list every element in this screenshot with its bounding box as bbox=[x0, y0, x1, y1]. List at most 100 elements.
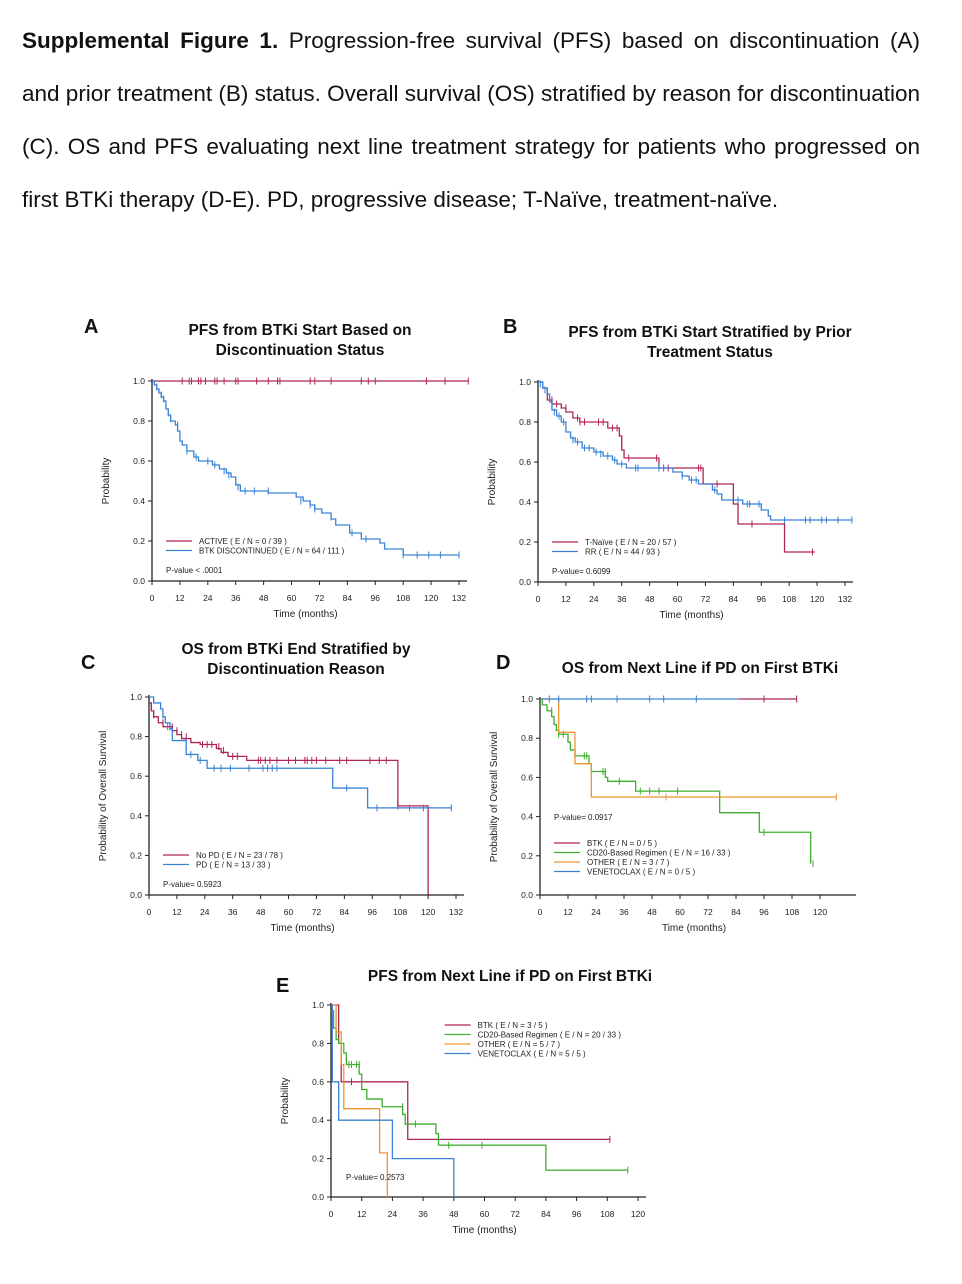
y-tick-label: 0.0 bbox=[133, 576, 145, 586]
series-1 bbox=[331, 1010, 629, 1174]
x-tick-label: 12 bbox=[175, 593, 185, 603]
survival-curve bbox=[331, 1004, 455, 1197]
series-2 bbox=[331, 1004, 388, 1197]
legend-label: T-Naïve ( E / N = 20 / 57 ) bbox=[585, 538, 677, 547]
title-line: OS from Next Line if PD on First BTKi bbox=[561, 660, 839, 677]
title-line: Discontinuation Reason bbox=[207, 661, 385, 678]
panel-title-b: PFS from BTKi Start Stratified by Prior … bbox=[540, 323, 880, 363]
x-tick-label: 36 bbox=[231, 593, 241, 603]
x-tick-label: 24 bbox=[203, 593, 213, 603]
p-value-label: P-value= 0.6099 bbox=[552, 567, 611, 576]
panel-label-a: A bbox=[84, 316, 99, 338]
legend-label: BTK DISCONTINUED ( E / N = 64 / 111 ) bbox=[199, 547, 345, 556]
series-0 bbox=[152, 377, 469, 385]
x-tick-label: 108 bbox=[393, 907, 407, 917]
series-0 bbox=[149, 702, 429, 895]
x-axis-label: Time (months) bbox=[662, 923, 726, 934]
x-tick-label: 84 bbox=[340, 907, 350, 917]
legend-label: VENETOCLAX ( E / N = 5 / 5 ) bbox=[478, 1050, 586, 1059]
x-tick-label: 72 bbox=[510, 1209, 520, 1219]
x-tick-label: 48 bbox=[449, 1209, 459, 1219]
x-tick-label: 60 bbox=[284, 907, 294, 917]
x-tick-label: 12 bbox=[563, 907, 573, 917]
x-tick-label: 60 bbox=[480, 1209, 490, 1219]
y-tick-label: 0.4 bbox=[312, 1115, 324, 1125]
title-line: PFS from Next Line if PD on First BTKi bbox=[367, 968, 653, 985]
survival-curve bbox=[331, 1010, 628, 1171]
x-tick-label: 84 bbox=[343, 593, 353, 603]
y-axis-label: Probability bbox=[101, 458, 112, 505]
x-tick-label: 48 bbox=[647, 907, 657, 917]
x-tick-label: 0 bbox=[147, 907, 152, 917]
y-tick-label: 1.0 bbox=[312, 1000, 324, 1010]
y-tick-label: 0.2 bbox=[519, 537, 531, 547]
legend-label: ACTIVE ( E / N = 0 / 39 ) bbox=[199, 537, 287, 546]
y-axis-label: Probability bbox=[487, 459, 498, 506]
y-tick-label: 0.6 bbox=[130, 771, 142, 781]
x-tick-label: 36 bbox=[228, 907, 238, 917]
x-tick-label: 0 bbox=[536, 594, 541, 604]
p-value-label: P-value < .0001 bbox=[166, 566, 223, 575]
x-tick-label: 36 bbox=[617, 594, 627, 604]
x-tick-label: 36 bbox=[619, 907, 629, 917]
survival-curve bbox=[540, 698, 837, 798]
x-tick-label: 96 bbox=[368, 907, 378, 917]
y-tick-label: 1.0 bbox=[130, 692, 142, 702]
series-1 bbox=[152, 380, 460, 559]
x-tick-label: 72 bbox=[315, 593, 325, 603]
caption-text: Progression-free survival (PFS) based on… bbox=[22, 28, 920, 212]
legend-label: OTHER ( E / N = 3 / 7 ) bbox=[587, 858, 670, 867]
panel-title-d: OS from Next Line if PD on First BTKi bbox=[540, 659, 860, 679]
title-line: Discontinuation Status bbox=[215, 342, 385, 359]
title-line: Treatment Status bbox=[647, 344, 773, 361]
x-tick-label: 108 bbox=[782, 594, 796, 604]
x-tick-label: 0 bbox=[329, 1209, 334, 1219]
x-tick-label: 84 bbox=[729, 594, 739, 604]
x-tick-label: 96 bbox=[759, 907, 769, 917]
legend-label: RR ( E / N = 44 / 93 ) bbox=[585, 548, 660, 557]
title-line: OS from BTKi End Stratified by bbox=[181, 641, 411, 658]
x-tick-label: 108 bbox=[600, 1209, 614, 1219]
panel-label-e: E bbox=[276, 975, 290, 997]
x-axis-label: Time (months) bbox=[452, 1225, 516, 1236]
survival-curve bbox=[152, 380, 459, 556]
legend-label: PD ( E / N = 13 / 33 ) bbox=[196, 861, 271, 870]
y-tick-label: 0.2 bbox=[312, 1154, 324, 1164]
p-value-label: P-value= 0.2573 bbox=[346, 1173, 405, 1182]
y-tick-label: 0.4 bbox=[130, 811, 142, 821]
legend-label: CD20-Based Regimen ( E / N = 16 / 33 ) bbox=[587, 849, 731, 858]
x-tick-label: 120 bbox=[421, 907, 435, 917]
x-tick-label: 60 bbox=[673, 594, 683, 604]
x-tick-label: 108 bbox=[396, 593, 410, 603]
x-tick-label: 48 bbox=[259, 593, 269, 603]
x-axis-label: Time (months) bbox=[273, 609, 337, 620]
panel-label-b: B bbox=[503, 316, 518, 338]
series-1 bbox=[538, 380, 853, 524]
panel-title-c: OS from BTKi End Stratified by Discontin… bbox=[146, 640, 446, 680]
series-1 bbox=[149, 696, 452, 812]
x-axis-label: Time (months) bbox=[270, 923, 334, 934]
x-tick-label: 60 bbox=[287, 593, 297, 603]
x-tick-label: 96 bbox=[757, 594, 767, 604]
y-tick-label: 0.2 bbox=[521, 851, 533, 861]
y-tick-label: 0.6 bbox=[519, 457, 531, 467]
x-tick-label: 36 bbox=[418, 1209, 428, 1219]
x-tick-label: 24 bbox=[591, 907, 601, 917]
y-axis-label: Probability of Overall Survival bbox=[98, 731, 109, 862]
y-tick-label: 0.8 bbox=[312, 1038, 324, 1048]
x-tick-label: 132 bbox=[452, 593, 466, 603]
y-tick-label: 0.0 bbox=[519, 577, 531, 587]
panel-title-e: PFS from Next Line if PD on First BTKi bbox=[340, 967, 680, 987]
x-tick-label: 120 bbox=[810, 594, 824, 604]
y-tick-label: 0.2 bbox=[130, 850, 142, 860]
y-tick-label: 0.8 bbox=[130, 732, 142, 742]
legend-label: BTK ( E / N = 3 / 5 ) bbox=[478, 1021, 548, 1030]
x-tick-label: 132 bbox=[449, 907, 463, 917]
legend-label: No PD ( E / N = 23 / 78 ) bbox=[196, 851, 283, 860]
y-tick-label: 0.0 bbox=[312, 1192, 324, 1202]
x-tick-label: 96 bbox=[371, 593, 381, 603]
x-tick-label: 0 bbox=[150, 593, 155, 603]
x-tick-label: 132 bbox=[838, 594, 852, 604]
